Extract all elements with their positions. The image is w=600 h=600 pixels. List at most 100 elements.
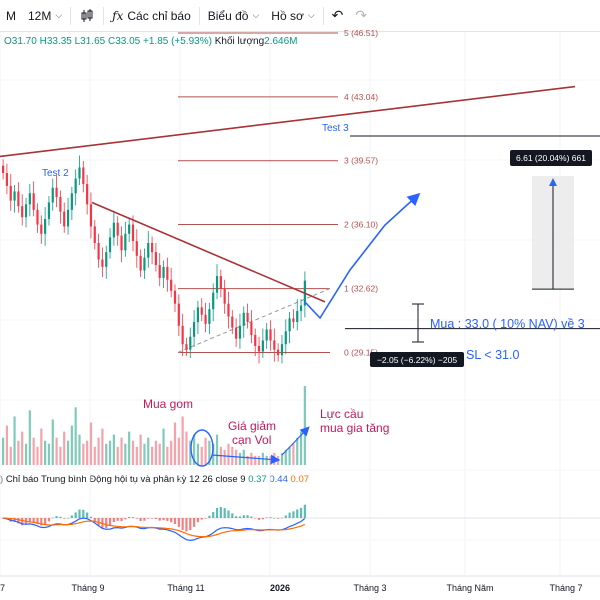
candle-body — [9, 185, 12, 201]
candle-body — [139, 255, 142, 271]
candle-body — [143, 257, 146, 271]
macd-histogram-bar — [166, 518, 169, 521]
demand-up-label-line2: mua gia tăng — [320, 421, 389, 435]
ohlc-close: C33.05 — [108, 36, 141, 47]
volume-bar — [59, 446, 62, 465]
candle-body — [131, 224, 135, 242]
candle-type-button[interactable] — [73, 0, 101, 32]
volume-bar — [116, 446, 119, 465]
x-axis: 7 Tháng 9 Tháng 11 2026 Tháng 3 Tháng Năm Thán… — [0, 575, 600, 593]
interval-12m-button[interactable]: 12M ⌵ — [22, 0, 68, 32]
candle-body — [93, 226, 96, 243]
volume-bar — [219, 446, 222, 465]
macd-histogram-bar — [86, 512, 89, 518]
indicators-label: Các chỉ báo — [127, 8, 191, 23]
candle-body — [47, 202, 51, 220]
interval-m-button[interactable]: M — [0, 0, 22, 32]
fib-level-label: 3 (39.57) — [344, 156, 378, 166]
macd-histogram-bar — [101, 518, 104, 529]
volume-label: Khối lượng — [214, 36, 265, 47]
profile-label: Hồ sơ — [271, 8, 304, 23]
candle-body — [101, 259, 104, 267]
macd-histogram-bar — [269, 517, 272, 518]
macd-histogram-bar — [238, 516, 242, 518]
demand-up-arrow — [281, 426, 310, 456]
candle-body — [128, 224, 131, 234]
macd-histogram-bar — [5, 518, 9, 520]
candle-body — [215, 276, 219, 293]
candle-body — [59, 196, 62, 212]
candle-body — [277, 349, 280, 356]
volume-value: 2.646M — [264, 36, 298, 47]
macd-histogram-bar — [143, 518, 146, 521]
x-tick-label: Tháng 3 — [353, 583, 386, 593]
macd-legend-name: Chỉ báo Trung bình Động hội tụ và phân k… — [5, 474, 246, 485]
macd-histogram-bar — [189, 518, 192, 531]
top-toolbar: M 12M ⌵ ƒx Các chỉ báo Biểu đồ ⌵ Hồ sơ ⌵ ↶ … — [0, 0, 600, 32]
volume-bar — [284, 449, 287, 465]
macd-histogram-bar — [196, 518, 200, 523]
macd-histogram-bar — [78, 509, 81, 518]
fib-trend-dashed-line — [177, 288, 331, 353]
candle-body — [292, 318, 295, 323]
indicators-button[interactable]: ƒx Các chỉ báo — [106, 0, 197, 32]
macd-histogram-bar — [120, 518, 123, 522]
macd-histogram-bar — [154, 518, 157, 520]
candle-body — [5, 173, 9, 186]
macd-histogram-bar — [40, 518, 43, 526]
volume-bar — [292, 443, 295, 465]
candle-body — [231, 316, 234, 328]
macd-histogram-bar — [147, 518, 150, 519]
volume-bar — [231, 446, 234, 465]
candlesticks — [2, 155, 306, 364]
chevron-down-icon: ⌵ — [307, 10, 315, 20]
macd-histogram-bar — [93, 518, 96, 522]
macd-legend-prefix: ) — [0, 474, 4, 485]
macd-histogram-bar — [227, 510, 230, 518]
volume-bar — [40, 428, 43, 465]
chart-menu-button[interactable]: Biểu đồ ⌵ — [202, 0, 266, 32]
volume-bar — [166, 446, 169, 465]
candle-body — [284, 331, 287, 345]
chart-grid — [0, 32, 600, 575]
volume-bar — [204, 437, 207, 465]
fib-level-label: 0 (29.15) — [344, 347, 378, 357]
x-tick-label: Tháng Năm — [446, 583, 493, 593]
macd-histogram-bar — [303, 504, 306, 518]
volume-bar — [235, 449, 238, 465]
candle-body — [105, 252, 108, 267]
volume-bars — [2, 386, 306, 465]
x-tick-label: Tháng 11 — [167, 583, 204, 593]
target-zone — [532, 176, 574, 290]
chart-menu-label: Biểu đồ — [207, 8, 249, 23]
volume-bar — [170, 440, 173, 465]
macd-histogram-bar — [112, 518, 115, 523]
volume-bar — [273, 452, 276, 465]
candle-body — [150, 242, 154, 253]
volume-bar — [24, 443, 28, 465]
drying-volume-arrow — [211, 454, 281, 465]
volume-bar — [277, 455, 280, 465]
volume-bar — [147, 437, 150, 465]
macd-value-histogram: 0.37 — [248, 474, 267, 485]
volume-bar — [227, 443, 230, 465]
fib-level-label: 2 (36.10) — [344, 220, 378, 230]
descending-trendline — [91, 201, 326, 303]
macd-histogram-bar — [170, 518, 173, 523]
signal-line — [2, 517, 306, 538]
macd-histogram-bar — [273, 517, 276, 519]
macd-histogram-bar — [21, 518, 24, 526]
undo-button[interactable]: ↶ — [326, 0, 350, 32]
volume-bar — [189, 440, 192, 465]
redo-button[interactable]: ↷ — [349, 0, 373, 32]
volume-bar — [101, 428, 104, 465]
macd-histogram-bar — [284, 515, 287, 518]
volume-bar — [93, 446, 96, 465]
candle-body — [303, 280, 306, 306]
macd-histogram-bar — [116, 518, 119, 521]
fx-icon: ƒx — [112, 8, 124, 23]
profile-button[interactable]: Hồ sơ ⌵ — [265, 0, 320, 32]
candle-body — [173, 290, 177, 304]
candle-body — [227, 303, 230, 317]
